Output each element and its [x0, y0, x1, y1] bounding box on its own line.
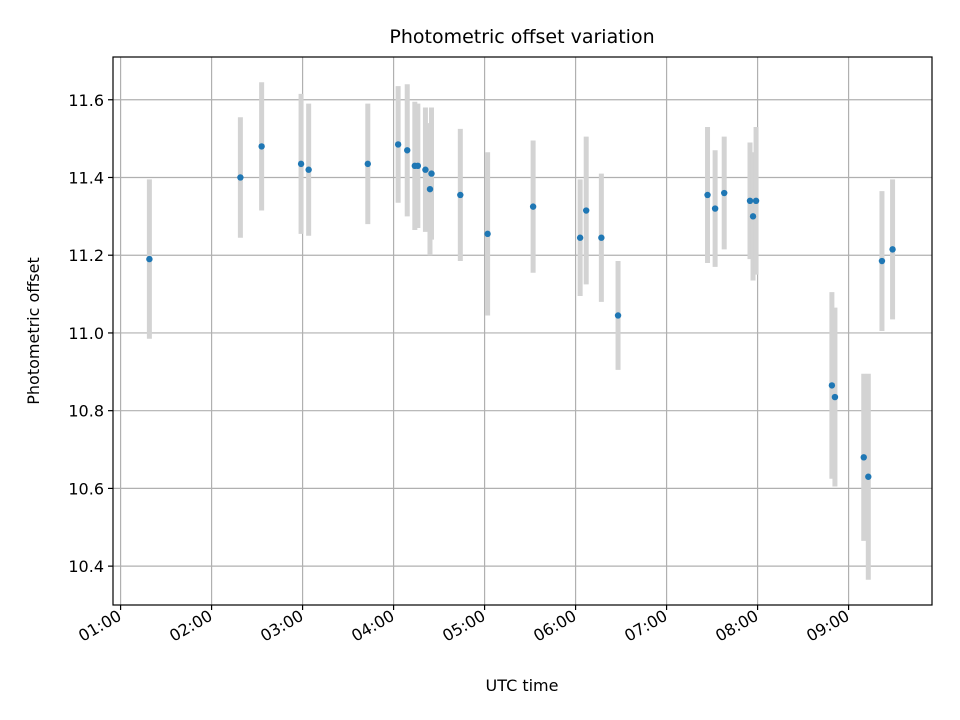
- data-point: [422, 166, 429, 173]
- data-point: [721, 189, 728, 197]
- data-point: [749, 213, 757, 220]
- data-point: [414, 162, 422, 170]
- y-tick-label: 10.8: [68, 402, 104, 421]
- data-point: [865, 473, 872, 480]
- y-tick-label: 11.2: [68, 246, 104, 265]
- y-tick-label: 11.6: [68, 91, 104, 110]
- data-point: [860, 454, 867, 461]
- y-tick-label: 11.4: [68, 168, 104, 187]
- y-axis-label: Photometric offset: [24, 257, 43, 405]
- data-point: [704, 191, 711, 199]
- data-point: [394, 141, 402, 148]
- data-point: [614, 312, 622, 319]
- y-axis-ticks: 10.4 10.6 10.8 11.0 11.2 11.4 11.6: [68, 91, 113, 576]
- data-point: [831, 393, 839, 401]
- data-point: [529, 203, 537, 210]
- y-tick-label: 11.0: [68, 324, 104, 343]
- data-point: [576, 234, 584, 241]
- data-point: [258, 143, 265, 150]
- data-point: [746, 197, 754, 205]
- plot-frame: [112, 56, 933, 606]
- data-point: [598, 234, 605, 241]
- plot-area: [113, 57, 932, 605]
- data-points: [146, 141, 896, 480]
- data-point: [484, 230, 491, 238]
- y-tick-label: 10.4: [68, 557, 104, 576]
- data-point: [878, 257, 886, 265]
- data-point: [583, 207, 590, 214]
- data-point: [457, 191, 464, 199]
- data-point: [752, 197, 760, 205]
- data-point: [297, 160, 305, 168]
- data-point: [305, 166, 312, 173]
- data-point: [364, 160, 371, 168]
- data-point: [428, 170, 435, 177]
- data-point: [828, 382, 836, 389]
- data-point: [426, 185, 434, 193]
- data-point: [146, 255, 153, 263]
- x-axis-label: UTC time: [486, 676, 559, 695]
- data-point: [237, 174, 244, 181]
- data-point: [889, 246, 896, 253]
- y-tick-label: 10.6: [68, 479, 104, 498]
- data-point: [711, 205, 719, 212]
- data-point: [404, 147, 411, 154]
- chart-title: Photometric offset variation: [389, 26, 654, 48]
